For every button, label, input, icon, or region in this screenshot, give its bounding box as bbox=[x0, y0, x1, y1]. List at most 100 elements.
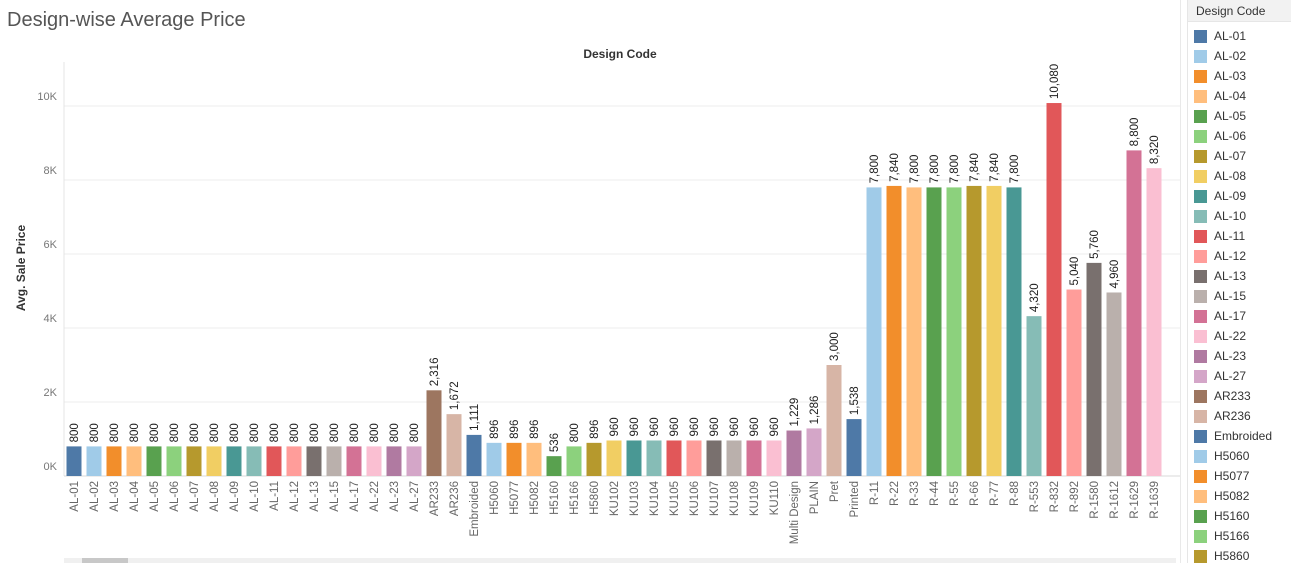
legend-item[interactable]: H5060 bbox=[1194, 446, 1291, 466]
bar[interactable] bbox=[806, 428, 822, 476]
bar[interactable] bbox=[426, 390, 442, 476]
bar[interactable] bbox=[926, 187, 942, 476]
bar-value-label: 800 bbox=[409, 423, 421, 442]
legend-label: H5166 bbox=[1214, 529, 1250, 543]
bar[interactable] bbox=[846, 419, 862, 476]
x-tick-label: KU102 bbox=[609, 481, 621, 516]
bar[interactable] bbox=[526, 442, 542, 476]
bar[interactable] bbox=[386, 446, 402, 476]
bar[interactable] bbox=[866, 187, 882, 476]
legend[interactable]: Design Code AL-01 AL-02 AL-03 AL-04 AL-05 AL-… bbox=[1187, 0, 1291, 563]
bar-value-label: 800 bbox=[189, 423, 201, 442]
legend-item[interactable]: AL-13 bbox=[1194, 266, 1291, 286]
legend-item[interactable]: AL-02 bbox=[1194, 46, 1291, 66]
bar[interactable] bbox=[786, 430, 802, 476]
bar[interactable] bbox=[886, 185, 902, 477]
bar[interactable] bbox=[1066, 289, 1082, 476]
legend-item[interactable]: AL-11 bbox=[1194, 226, 1291, 246]
bar[interactable] bbox=[166, 446, 182, 476]
bar[interactable] bbox=[246, 446, 262, 476]
bar[interactable] bbox=[666, 440, 682, 476]
legend-item[interactable]: Embroided bbox=[1194, 426, 1291, 446]
legend-item[interactable]: AL-12 bbox=[1194, 246, 1291, 266]
legend-item[interactable]: H5166 bbox=[1194, 526, 1291, 546]
bar[interactable] bbox=[66, 446, 82, 476]
bar[interactable] bbox=[206, 446, 222, 476]
x-tick-label: R-1639 bbox=[1149, 481, 1161, 519]
legend-item[interactable]: H5077 bbox=[1194, 466, 1291, 486]
bar[interactable] bbox=[1126, 150, 1142, 476]
bar[interactable] bbox=[646, 440, 662, 476]
bar[interactable] bbox=[1026, 316, 1042, 476]
chart-title: Design Code bbox=[583, 47, 657, 61]
legend-item[interactable]: AL-22 bbox=[1194, 326, 1291, 346]
bar[interactable] bbox=[546, 456, 562, 476]
legend-item[interactable]: AL-01 bbox=[1194, 26, 1291, 46]
legend-item[interactable]: AL-09 bbox=[1194, 186, 1291, 206]
bar[interactable] bbox=[766, 440, 782, 476]
bar[interactable] bbox=[1106, 292, 1122, 476]
bar[interactable] bbox=[326, 446, 342, 476]
legend-item[interactable]: AL-17 bbox=[1194, 306, 1291, 326]
bar[interactable] bbox=[986, 185, 1002, 477]
bar-value-label: 800 bbox=[129, 423, 141, 442]
legend-item[interactable]: AL-10 bbox=[1194, 206, 1291, 226]
bar-value-label: 800 bbox=[369, 423, 381, 442]
bar[interactable] bbox=[446, 414, 462, 476]
bar[interactable] bbox=[826, 365, 842, 476]
bar[interactable] bbox=[626, 440, 642, 476]
bar[interactable] bbox=[266, 446, 282, 476]
bar[interactable] bbox=[286, 446, 302, 476]
y-tick-label: 0K bbox=[44, 461, 58, 473]
legend-item[interactable]: AL-03 bbox=[1194, 66, 1291, 86]
bar[interactable] bbox=[126, 446, 142, 476]
legend-label: H5860 bbox=[1214, 549, 1250, 563]
legend-item[interactable]: AL-07 bbox=[1194, 146, 1291, 166]
legend-item[interactable]: H5860 bbox=[1194, 546, 1291, 563]
bar[interactable] bbox=[586, 442, 602, 476]
legend-item[interactable]: AL-05 bbox=[1194, 106, 1291, 126]
legend-item[interactable]: AR233 bbox=[1194, 386, 1291, 406]
bar[interactable] bbox=[226, 446, 242, 476]
x-tick-label: AL-10 bbox=[249, 481, 261, 512]
bar[interactable] bbox=[146, 446, 162, 476]
legend-item[interactable]: AL-23 bbox=[1194, 346, 1291, 366]
bar[interactable] bbox=[506, 442, 522, 476]
bars bbox=[66, 103, 1162, 477]
bar-value-label: 8,320 bbox=[1149, 135, 1161, 164]
legend-item[interactable]: AL-27 bbox=[1194, 366, 1291, 386]
bar[interactable] bbox=[726, 440, 742, 476]
scrollbar-thumb[interactable] bbox=[82, 558, 128, 563]
legend-item[interactable]: AR236 bbox=[1194, 406, 1291, 426]
bar[interactable] bbox=[706, 440, 722, 476]
bar[interactable] bbox=[946, 187, 962, 476]
bar[interactable] bbox=[566, 446, 582, 476]
bar[interactable] bbox=[966, 185, 982, 477]
bar[interactable] bbox=[186, 446, 202, 476]
bar[interactable] bbox=[486, 442, 502, 476]
bar[interactable] bbox=[366, 446, 382, 476]
bar[interactable] bbox=[1086, 262, 1102, 476]
bar[interactable] bbox=[86, 446, 102, 476]
legend-item[interactable]: H5082 bbox=[1194, 486, 1291, 506]
legend-item[interactable]: H5160 bbox=[1194, 506, 1291, 526]
bar[interactable] bbox=[906, 187, 922, 476]
bar[interactable] bbox=[746, 440, 762, 476]
bar[interactable] bbox=[1046, 103, 1062, 476]
legend-item[interactable]: AL-06 bbox=[1194, 126, 1291, 146]
bar[interactable] bbox=[686, 440, 702, 476]
bar[interactable] bbox=[1006, 187, 1022, 476]
bar[interactable] bbox=[466, 434, 482, 476]
legend-item[interactable]: AL-15 bbox=[1194, 286, 1291, 306]
x-tick-label: PLAIN bbox=[809, 481, 821, 514]
horizontal-scrollbar[interactable] bbox=[64, 558, 1176, 563]
bar[interactable] bbox=[406, 446, 422, 476]
legend-item[interactable]: AL-04 bbox=[1194, 86, 1291, 106]
bar[interactable] bbox=[306, 446, 322, 476]
bar[interactable] bbox=[1146, 168, 1162, 476]
bar[interactable] bbox=[106, 446, 122, 476]
legend-item[interactable]: AL-08 bbox=[1194, 166, 1291, 186]
bar-value-label: 800 bbox=[329, 423, 341, 442]
bar[interactable] bbox=[346, 446, 362, 476]
bar[interactable] bbox=[606, 440, 622, 476]
